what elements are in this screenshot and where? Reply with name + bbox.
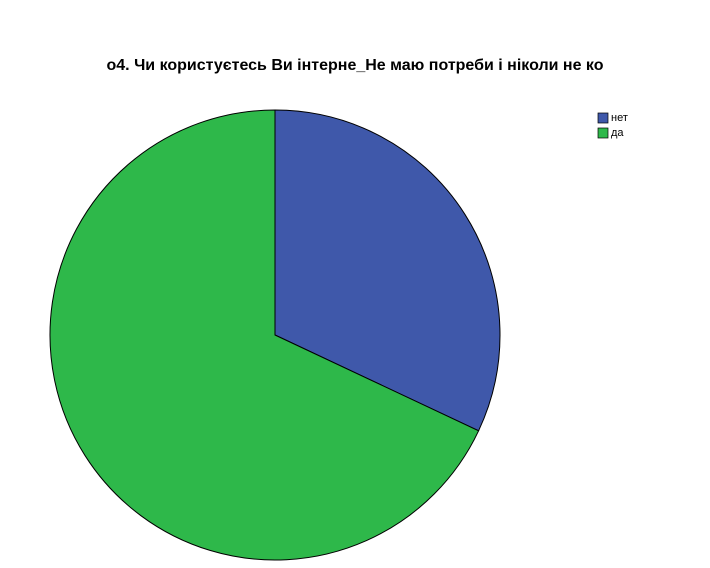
legend-swatch xyxy=(597,112,609,124)
pie-slice xyxy=(49,109,480,561)
chart-title: о4. Чи користуєтесь Ви інтерне_Не маю по… xyxy=(107,57,604,74)
legend-label: да xyxy=(611,127,624,139)
legend-label: нет xyxy=(611,112,628,124)
pie-slice xyxy=(274,109,501,432)
legend-swatch xyxy=(597,127,609,139)
